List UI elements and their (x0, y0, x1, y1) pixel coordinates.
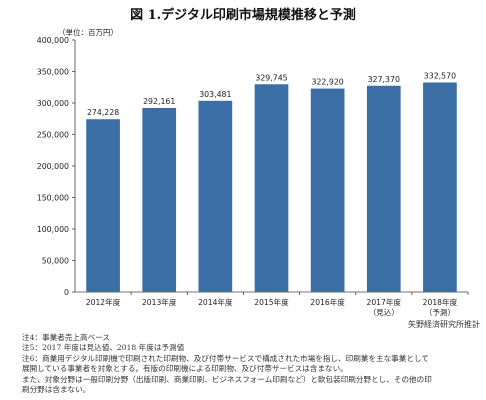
note-line: 刷分野は含まない。 (22, 385, 91, 395)
x-tick-label: 2012年度 (86, 297, 121, 307)
y-tick-label: 300,000 (37, 99, 69, 108)
bar-value-label: 292,161 (143, 97, 175, 106)
bar (366, 85, 401, 292)
footnotes: 注4：事業者売上高ベース 注5：2017 年度は見込値、2018 年度は予測値 … (22, 333, 482, 395)
x-tick-label: 2017年度 (367, 297, 402, 307)
note-line: 展開している事業者を対象とする。有版の印刷機による印刷物、及び付帯サービスは含ま… (22, 364, 348, 374)
bar (423, 82, 457, 293)
y-tick-label: 0 (64, 288, 69, 297)
source-credit: 矢野経済研究所推計 (408, 320, 480, 329)
x-tick-label: 2016年度 (310, 297, 345, 307)
x-tick-label: （見込） (369, 308, 399, 317)
x-tick-label: 2015年度 (254, 297, 289, 307)
bar-chart: 0 50,000 100,000 150,000 200,000 250,000 300,0… (37, 36, 469, 317)
note-line: また、対象分野は一般印刷分野（出版印刷、商業印刷、ビジネスフォーム印刷など）と軟… (22, 374, 432, 384)
bar-value-label: 322,920 (312, 78, 344, 87)
y-tick-label: 100,000 (37, 225, 69, 234)
note-line: 注6：商業用デジタル印刷機で印刷された印刷物、及び付帯サービスで構成された市場を… (22, 353, 429, 363)
y-tick-label: 150,000 (37, 193, 69, 202)
bar-value-label: 329,745 (255, 73, 287, 82)
bar (310, 88, 345, 293)
bar (254, 84, 289, 292)
note-line: 注4：事業者売上高ベース (22, 333, 110, 342)
bar-value-label: 327,370 (368, 75, 400, 84)
x-tick-label: （予測） (425, 307, 455, 317)
note-line: 注5：2017 年度は見込値、2018 年度は予測値 (22, 343, 185, 353)
y-tick-label: 250,000 (37, 130, 69, 139)
y-tick-label: 400,000 (37, 36, 69, 45)
bar-value-label: 274,228 (87, 108, 119, 117)
bar (86, 119, 120, 292)
y-tick-label: 200,000 (37, 162, 69, 171)
y-tick-label: 350,000 (37, 67, 69, 76)
x-tick-label: 2014年度 (198, 297, 233, 307)
bar-value-label: 303,481 (199, 90, 231, 99)
x-tick-label: 2013年度 (142, 297, 177, 307)
unit-label: （単位：百万円） (58, 28, 118, 37)
bar-value-label: 332,570 (424, 71, 456, 80)
bar (142, 107, 177, 292)
x-tick-label: 2018年度 (423, 297, 458, 307)
bar (198, 100, 233, 292)
chart-title: 図 1.デジタル印刷市場規模推移と予測 (130, 8, 356, 23)
y-tick-label: 50,000 (42, 256, 69, 265)
